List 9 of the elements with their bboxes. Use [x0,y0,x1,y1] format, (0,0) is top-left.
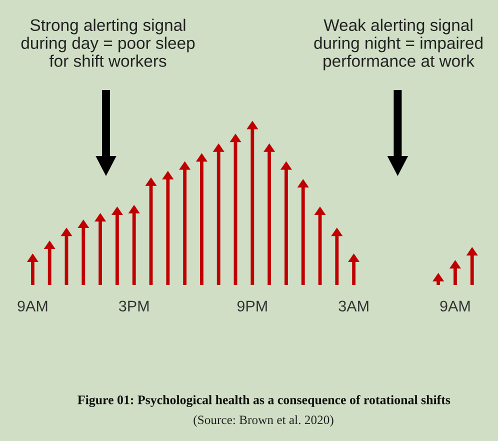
x-tick-label: 9AM [440,300,470,312]
text: Strong alerting signal during day = poor sleep for shift workers [21,18,195,67]
x-tick-label: 3AM [338,300,368,312]
x-tick-label: 9PM [237,300,267,312]
x-tick-label: 9AM [18,300,48,312]
x-tick-label: 3PM [118,300,149,312]
text: Figure 01: Psychological health as a consequence of rotational shifts [78,395,450,407]
text: (Source: Brown et al. 2020) [194,415,334,427]
text: Weak alerting signal during night = impaired performance at work [314,18,482,70]
